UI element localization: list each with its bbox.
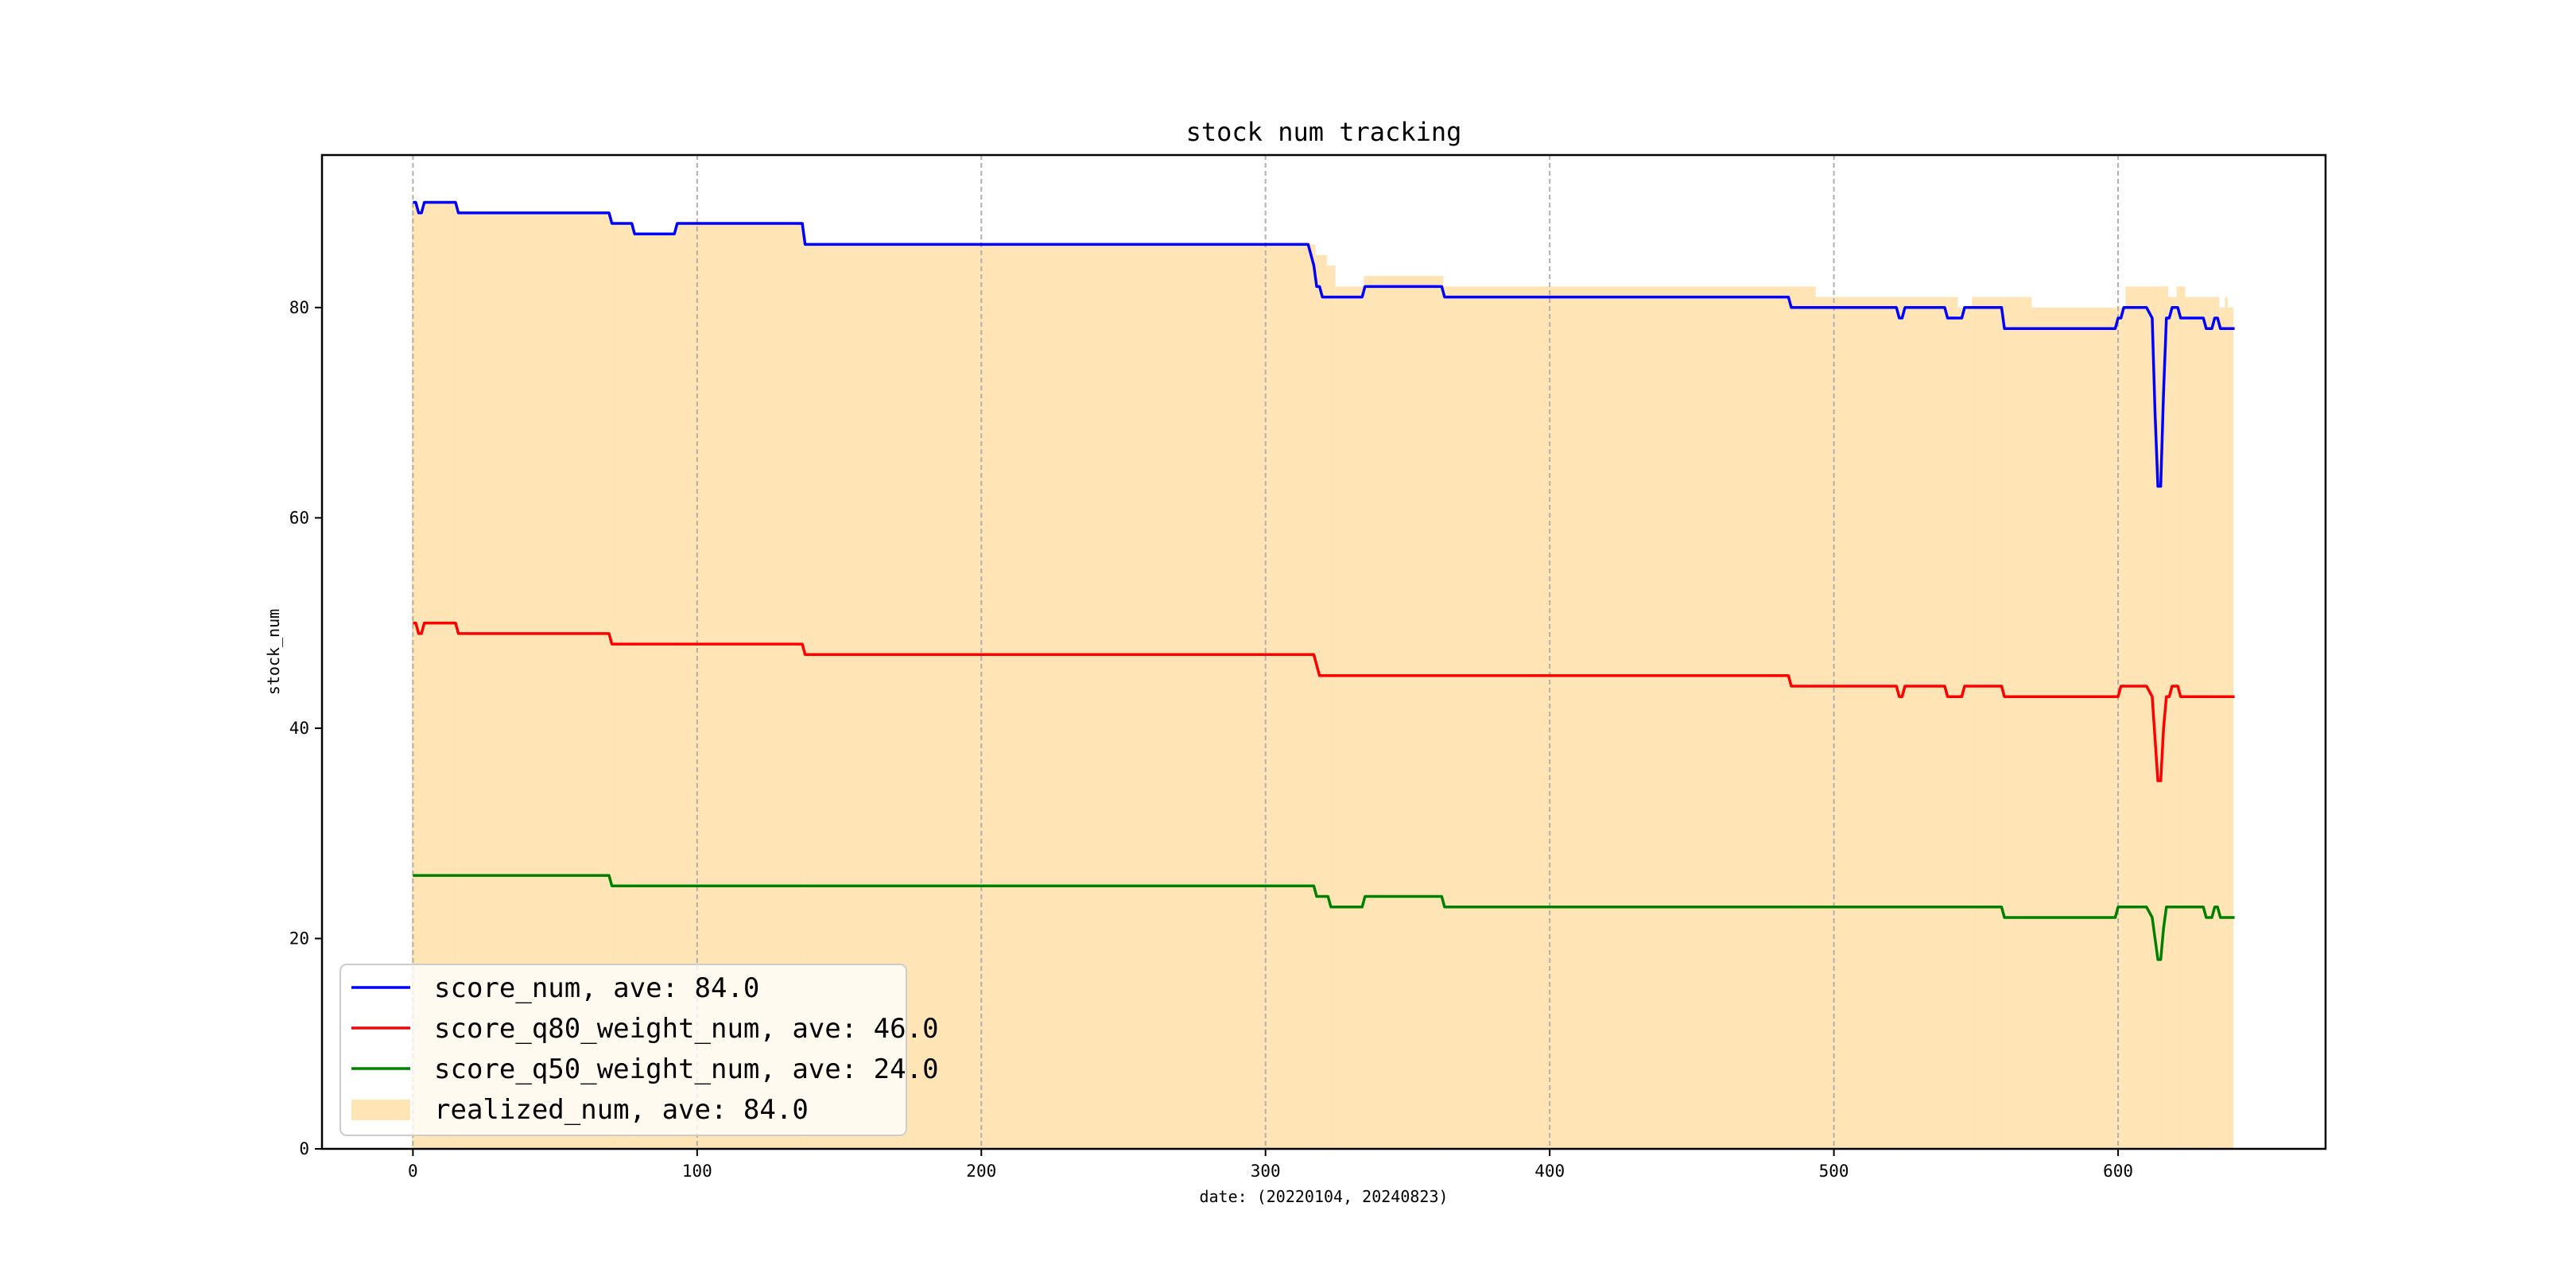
x-tick-label: 400 — [1534, 1162, 1565, 1181]
realized-bar — [1941, 297, 1958, 1150]
realized-bar — [1972, 297, 2004, 1150]
realized-bar — [1335, 286, 1350, 1150]
realized-bar — [1898, 297, 1904, 1150]
series-lines — [413, 200, 2235, 961]
realized-bar — [1801, 286, 1816, 1150]
realized-bar — [1315, 254, 1327, 1149]
x-tick-label: 500 — [1819, 1162, 1849, 1181]
legend-label: score_num, ave: 84.0 — [434, 972, 759, 1004]
chart-title: stock num tracking — [1186, 117, 1462, 147]
x-tick-label: 600 — [2103, 1162, 2133, 1181]
legend-swatch-patch — [351, 1100, 410, 1120]
y-tick-label: 0 — [299, 1139, 309, 1158]
plot-frame — [320, 153, 2327, 1150]
y-tick-label: 80 — [289, 298, 309, 317]
x-axis-ticks: 0 100 200 300 400 500 600 — [408, 1149, 2133, 1181]
realized-bar — [1957, 307, 1973, 1149]
realized-bar — [1349, 286, 1364, 1150]
realized-bar — [2176, 286, 2186, 1150]
legend-box — [339, 964, 907, 1136]
realized-bar — [1326, 265, 1336, 1149]
realized-bar — [2167, 297, 2177, 1150]
realized-bar — [2185, 297, 2217, 1150]
realized-bar — [2031, 307, 2120, 1149]
x-tick-label: 300 — [1251, 1162, 1281, 1181]
realized-bar — [2225, 297, 2229, 1150]
legend-label: score_q50_weight_num, ave: 24.0 — [434, 1053, 939, 1085]
y-axis-ticks: 0 20 40 60 80 — [289, 298, 322, 1158]
realized-bar — [411, 202, 418, 1149]
realized-bar — [1440, 276, 1444, 1149]
realized-bar — [2003, 297, 2032, 1150]
realized-bar — [2120, 307, 2126, 1149]
series-line — [413, 874, 2235, 961]
vertical-gridlines — [412, 155, 2120, 1149]
x-tick-label: 200 — [966, 1162, 996, 1181]
realized-bar — [2219, 307, 2225, 1149]
realized-bar — [2228, 307, 2234, 1149]
legend-label: realized_num, ave: 84.0 — [434, 1094, 809, 1126]
x-axis-label: date: (20220104, 20240823) — [1199, 1187, 1448, 1206]
realized-bar — [1903, 297, 1942, 1150]
realized-bar — [2216, 297, 2220, 1150]
y-axis-label: stock_num — [264, 609, 283, 695]
realized-bar — [1815, 297, 1899, 1150]
legend-label: score_q80_weight_num, ave: 46.0 — [434, 1013, 939, 1045]
y-tick-label: 40 — [289, 719, 309, 738]
legend: score_num, ave: 84.0 score_q80_weight_num… — [339, 964, 939, 1136]
realized-bar — [417, 212, 424, 1149]
x-tick-label: 100 — [682, 1162, 712, 1181]
y-tick-label: 20 — [289, 929, 309, 948]
y-tick-label: 60 — [289, 508, 309, 527]
x-tick-label: 0 — [408, 1162, 418, 1181]
series-line — [413, 200, 2235, 488]
realized-bar — [1443, 286, 1802, 1150]
series-line — [413, 621, 2235, 782]
realized-bar — [1364, 276, 1441, 1149]
